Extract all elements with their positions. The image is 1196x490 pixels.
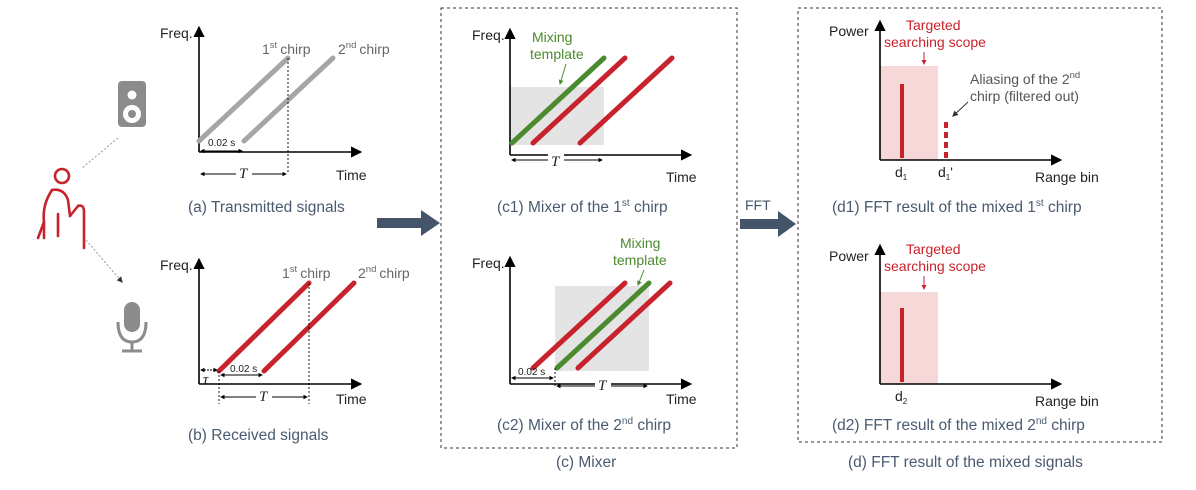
panel-c-caption: (c) Mixer — [556, 454, 616, 471]
panel-a-first-chirp-label: 1st chirp — [262, 40, 311, 57]
panel-b-period-label: T — [259, 389, 269, 405]
speaker-to-person-line — [81, 137, 119, 169]
panel-c1-template-label: Mixing template — [530, 29, 584, 62]
panel-d2-range-label: Range bin — [1035, 393, 1099, 409]
panel-c1-freq-label: Freq. — [472, 27, 505, 43]
panel-c1-second-chirp — [577, 55, 675, 146]
panel-c2-template-label: Mixing template — [613, 235, 667, 268]
fft-arrow: FFT — [740, 197, 796, 237]
panel-b-second-chirp-label: 2nd chirp — [358, 264, 410, 281]
panel-b: Freq. Time 1st chirp 2nd chirp τ 0.02 s T … — [160, 257, 410, 444]
panel-c1-period-label: T — [551, 154, 561, 170]
panel-d1-alias-label: Aliasing of the 2nd chirp (filtered out) — [970, 70, 1080, 104]
panel-a-caption: (a) Transmitted signals — [188, 199, 345, 216]
panel-d1-scope-label: Targeted searching scope — [884, 17, 986, 50]
panel-d1-search-scope — [880, 66, 938, 160]
microphone-icon — [116, 302, 148, 353]
panel-d2-power-label: Power — [829, 248, 869, 264]
panel-d-caption: (d) FFT result of the mixed signals — [848, 454, 1083, 471]
panel-d1-bin-d1prime: d1' — [938, 164, 953, 182]
fft-box — [797, 7, 1163, 443]
panel-d1-caption: (d1) FFT result of the mixed 1st chirp — [832, 198, 1082, 216]
mixer-box — [440, 7, 738, 449]
panel-c2-template-line — [554, 280, 652, 371]
panel-a-period-label: T — [239, 166, 249, 182]
panel-c2-period-label: T — [598, 378, 608, 394]
panel-c2: Freq. Time Mixing template 0.02 s T (c2) … — [472, 235, 697, 434]
fft-label: FFT — [745, 197, 771, 213]
panel-d1-range-label: Range bin — [1035, 169, 1099, 185]
panel-d2-caption: (d2) FFT result of the mixed 2nd chirp — [832, 416, 1085, 434]
panel-b-first-chirp-label: 1st chirp — [282, 264, 331, 281]
panel-c2-second-chirp — [575, 280, 673, 371]
panel-d1-alias-pointer — [952, 101, 969, 117]
panel-a-time-label: Time — [336, 167, 367, 183]
panel-d1: Power Range bin Targeted searching scope … — [829, 17, 1099, 216]
panel-a-freq-label: Freq. — [160, 25, 193, 41]
panel-a-delay-label: 0.02 s — [208, 138, 235, 149]
panel-a-second-chirp — [241, 55, 336, 144]
panel-c1-first-chirp — [530, 55, 628, 146]
panel-c2-time-label: Time — [666, 391, 697, 407]
panel-d2-bin-d2: d2 — [895, 388, 908, 406]
panel-c1-time-label: Time — [666, 169, 697, 185]
panel-c1: Freq. Time Mixing template T (c1) Mixer o… — [472, 27, 697, 216]
panel-c2-freq-label: Freq. — [472, 255, 505, 271]
panel-a-first-chirp — [196, 55, 291, 144]
panel-d2: Power Range bin Targeted searching scope … — [829, 241, 1099, 434]
panel-b-time-label: Time — [336, 391, 367, 407]
elderly-person-icon — [36, 167, 86, 250]
panel-c1-caption: (c1) Mixer of the 1st chirp — [497, 198, 668, 216]
panel-c1-template-pointer — [558, 63, 567, 85]
panel-b-caption: (b) Received signals — [188, 427, 329, 444]
panel-c2-caption: (c2) Mixer of the 2nd chirp — [497, 416, 671, 434]
panel-d1-bin-d1: d1 — [895, 164, 908, 182]
panel-d2-scope-label: Targeted searching scope — [884, 241, 986, 274]
panel-b-tau-label: τ — [203, 372, 209, 388]
panel-c2-first-chirp — [530, 280, 628, 371]
to-mixer-arrow — [377, 210, 440, 236]
panel-b-first-chirp — [216, 280, 312, 374]
panel-c1-template-line — [509, 55, 607, 146]
person-to-mic-line — [85, 239, 123, 283]
panel-d1-power-label: Power — [829, 23, 869, 39]
panel-c2-template-pointer — [637, 269, 645, 286]
panel-b-delay-label: 0.02 s — [230, 364, 257, 375]
panel-b-freq-label: Freq. — [160, 257, 193, 273]
speaker-icon — [118, 81, 146, 127]
panel-d2-search-scope — [880, 292, 938, 384]
panel-a: Freq. Time 1st chirp 2nd chirp 0.02 s T (a… — [160, 25, 390, 216]
panel-a-second-chirp-label: 2nd chirp — [338, 40, 390, 57]
panel-c2-delay-label: 0.02 s — [518, 367, 545, 378]
